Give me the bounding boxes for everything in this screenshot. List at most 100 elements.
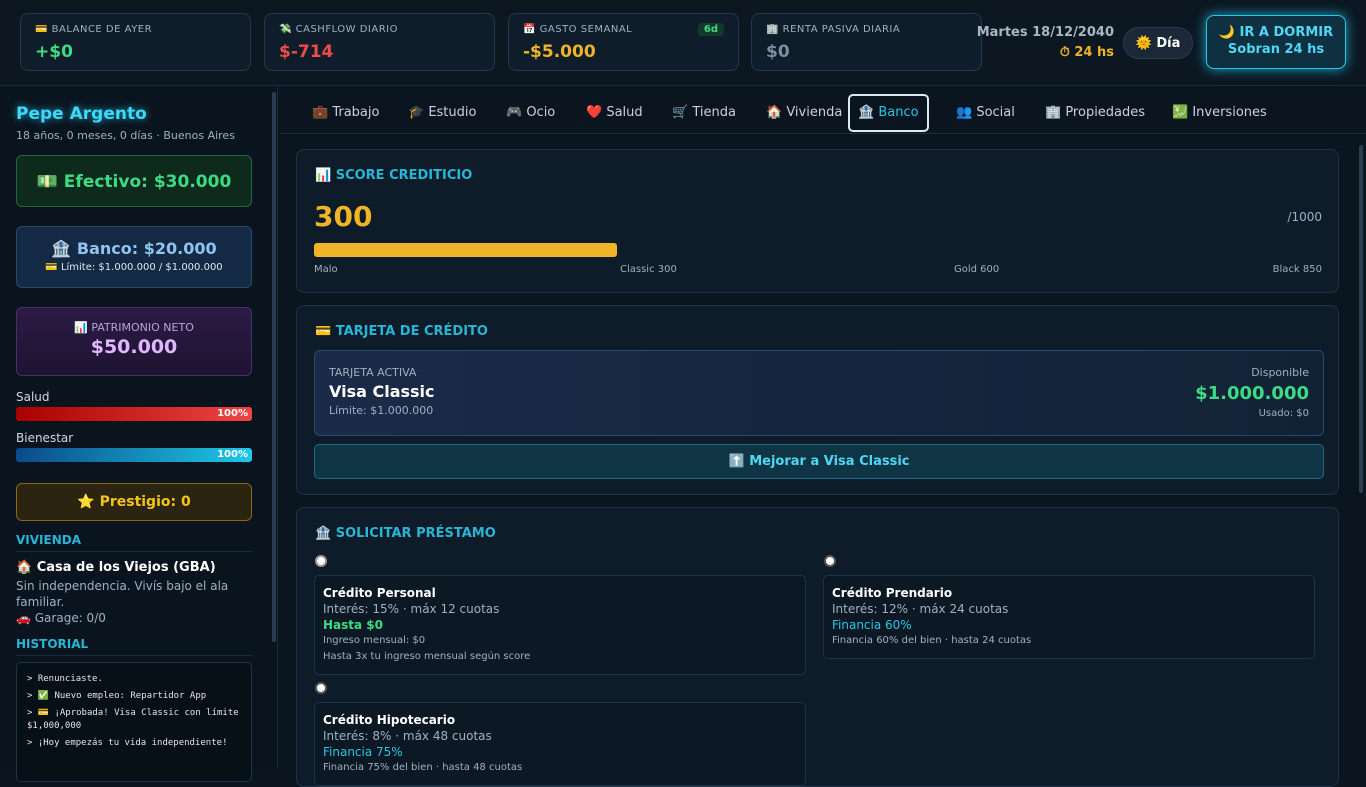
panel-title: 📊 SCORE CREDITICIO — [315, 168, 473, 183]
score-max: /1000 — [1287, 210, 1322, 224]
prestige-box: ⭐ Prestigio: 0 — [16, 483, 252, 521]
bar-label: Bienestar — [16, 431, 74, 445]
scale-label: Malo — [314, 264, 338, 275]
player-name: Pepe Argento — [16, 104, 147, 124]
tab[interactable]: 💼 Trabajo — [312, 105, 380, 120]
loan-name: Crédito Personal — [323, 586, 436, 600]
tab[interactable]: 🏦 Banco — [848, 94, 929, 132]
time-left: ⏱ 24 hs — [1059, 45, 1114, 60]
loan-note: Financia 75% del bien · hasta 48 cuotas — [323, 762, 523, 773]
tab[interactable]: ❤️ Salud — [586, 105, 643, 120]
scrollbar[interactable] — [1359, 145, 1363, 493]
score-value: 300 — [314, 200, 373, 233]
card-active-label: TARJETA ACTIVA — [329, 366, 417, 379]
available-value: $1.000.000 — [1195, 383, 1309, 404]
loan-amount: Financia 75% — [323, 745, 403, 759]
garage: 🚗 Garage: 0/0 — [16, 611, 106, 625]
log-line: > ¡Hoy empezás tu vida independiente! — [27, 738, 228, 748]
loan-note: Ingreso mensual: $0 — [323, 635, 426, 646]
stat-value: -$5.000 — [523, 42, 596, 62]
loan-terms: Interés: 15% · máx 12 cuotas — [323, 602, 500, 616]
loan-amount: Hasta $0 — [323, 618, 383, 632]
header: 💳 BALANCE DE AYER +$0 💸 CASHFLOW DIARIO $-… — [0, 0, 1366, 86]
tab[interactable]: 💹 Inversiones — [1172, 105, 1267, 120]
bar-fill: 100% — [16, 448, 252, 462]
sleep-sub: Sobran 24 hs — [1227, 42, 1325, 57]
cash-box: 💵 Efectivo: $30.000 — [16, 155, 252, 207]
card-panel: 💳 TARJETA DE CRÉDITO TARJETA ACTIVA Visa… — [296, 305, 1339, 495]
loan-panel: 🏦 SOLICITAR PRÉSTAMO Crédito Personal Int… — [296, 507, 1339, 787]
stat-label: 📅 GASTO SEMANAL — [523, 24, 633, 35]
stat-label: 💳 BALANCE DE AYER — [35, 24, 153, 35]
stat-card: 🏢 RENTA PASIVA DIARIA $0 — [751, 13, 982, 71]
loan-radio[interactable] — [824, 555, 836, 567]
player-subtitle: 18 años, 0 meses, 0 días · Buenos Aires — [16, 129, 235, 142]
loan-note: Hasta 3x tu ingreso mensual según score — [323, 651, 531, 662]
loan-terms: Interés: 12% · máx 24 cuotas — [832, 602, 1009, 616]
loan-terms: Interés: 8% · máx 48 cuotas — [323, 729, 492, 743]
score-fill — [314, 243, 617, 257]
tab[interactable]: 🎮 Ocio — [506, 105, 556, 120]
tab[interactable]: 👥 Social — [956, 105, 1015, 120]
section-title: HISTORIAL — [16, 637, 252, 656]
sleep-title: 🌙 IR A DORMIR — [1218, 25, 1334, 40]
history-log: > Renunciaste. > ✅ Nuevo empleo: Reparti… — [16, 662, 252, 782]
bar-fill: 100% — [16, 407, 252, 421]
sleep-button[interactable]: 🌙 IR A DORMIR Sobran 24 hs — [1206, 15, 1346, 69]
stat-value: $-714 — [279, 42, 334, 62]
loan-radio[interactable] — [315, 682, 327, 694]
bar-label: Salud — [16, 390, 50, 404]
scale-label: Classic 300 — [620, 264, 677, 275]
stat-card: 💳 BALANCE DE AYER +$0 — [20, 13, 251, 71]
tab[interactable]: 🏢 Propiedades — [1045, 105, 1146, 120]
section-title: VIVIENDA — [16, 533, 252, 552]
card-name: Visa Classic — [329, 382, 435, 401]
stat-card: 💸 CASHFLOW DIARIO $-714 — [264, 13, 495, 71]
net-worth-value: $50.000 — [90, 336, 178, 358]
upgrade-button[interactable]: ⬆️ Mejorar a Visa Classic — [314, 444, 1324, 479]
net-worth-label: 📊 PATRIMONIO NETO — [74, 321, 194, 334]
stat-card: 📅 GASTO SEMANAL 6d -$5.000 — [508, 13, 739, 71]
day-toggle[interactable]: 🌞 Día — [1123, 27, 1193, 59]
bank-value: 🏦 Banco: $20.000 — [51, 239, 217, 258]
health-bar: 100% — [16, 407, 252, 421]
loan-radio[interactable] — [315, 555, 327, 567]
log-line: > Renunciaste. — [27, 674, 103, 684]
available-label: Disponible — [1251, 366, 1309, 379]
panel-title: 💳 TARJETA DE CRÉDITO — [315, 324, 488, 339]
wellbeing-bar: 100% — [16, 448, 252, 462]
card-used: Usado: $0 — [1258, 408, 1309, 419]
card-limit: Límite: $1.000.000 — [329, 404, 434, 417]
loan-option[interactable]: Crédito Prendario Interés: 12% · máx 24 c… — [823, 575, 1315, 659]
loan-name: Crédito Hipotecario — [323, 713, 456, 727]
stat-value: +$0 — [35, 42, 73, 62]
tab[interactable]: 🏠 Vivienda — [766, 105, 843, 120]
panel-title: 🏦 SOLICITAR PRÉSTAMO — [315, 526, 496, 541]
housing-desc: Sin independencia. Vivís bajo el ala fam… — [16, 579, 229, 609]
loan-option[interactable]: Crédito Personal Interés: 15% · máx 12 cu… — [314, 575, 806, 675]
loan-option[interactable]: Crédito Hipotecario Interés: 8% · máx 48 … — [314, 702, 806, 786]
stat-label: 🏢 RENTA PASIVA DIARIA — [766, 24, 901, 35]
net-worth-box: 📊 PATRIMONIO NETO $50.000 — [16, 307, 252, 376]
tab[interactable]: 🎓 Estudio — [408, 105, 477, 120]
bank-limit: 💳 Límite: $1.000.000 / $1.000.000 — [45, 262, 223, 273]
bank-box: 🏦 Banco: $20.000 💳 Límite: $1.000.000 / … — [16, 226, 252, 288]
card-box: TARJETA ACTIVA Visa Classic Límite: $1.0… — [314, 350, 1324, 436]
log-line: > ✅ Nuevo empleo: Repartidor App — [27, 691, 207, 701]
loan-name: Crédito Prendario — [832, 586, 953, 600]
log-line: > 💳 ¡Aprobada! Visa Classic con límite $… — [27, 708, 239, 731]
score-panel: 📊 SCORE CREDITICIO 300 /1000 Malo Classi… — [296, 149, 1339, 293]
loan-note: Financia 60% del bien · hasta 24 cuotas — [832, 635, 1032, 646]
tab[interactable]: 🛒 Tienda — [672, 105, 736, 120]
housing-name: 🏠 Casa de los Viejos (GBA) — [16, 560, 216, 575]
score-track — [314, 243, 1324, 257]
date: Martes 18/12/2040 — [976, 25, 1114, 40]
scrollbar[interactable] — [272, 92, 276, 642]
scale-label: Black 850 — [1272, 264, 1322, 275]
loan-amount: Financia 60% — [832, 618, 912, 632]
scale-label: Gold 600 — [954, 264, 1000, 275]
stat-label: 💸 CASHFLOW DIARIO — [279, 24, 398, 35]
stat-value: $0 — [766, 42, 790, 62]
sidebar: Pepe Argento 18 años, 0 meses, 0 días · … — [0, 86, 278, 782]
